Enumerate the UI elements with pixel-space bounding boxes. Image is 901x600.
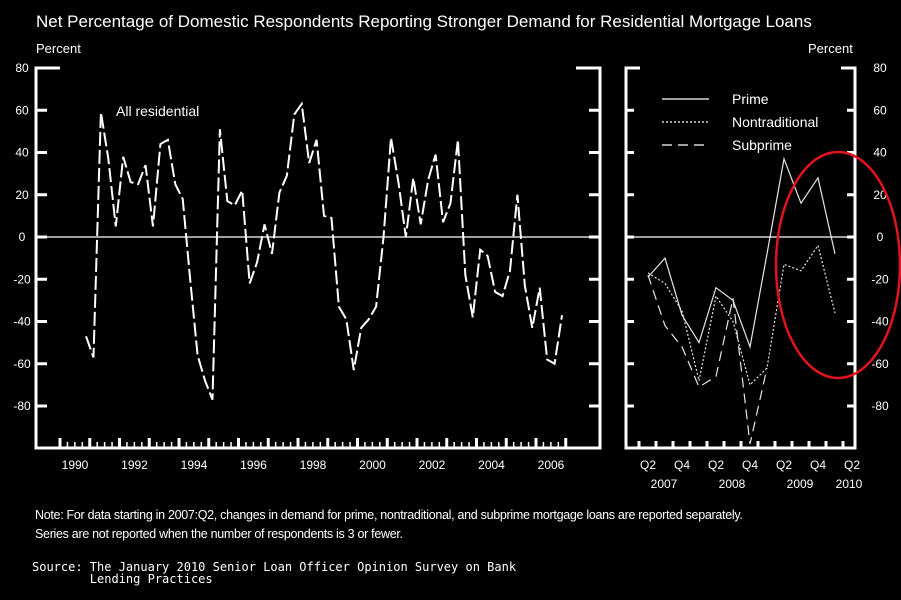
- right-x-quarter-label: Q4: [742, 458, 758, 472]
- left-y-tick-label: -20: [13, 272, 31, 286]
- right-panel: 80 60 40 20 0 -20 -40 -60 -80 Q2 Q4 Q2 Q4 Q2 Q4 Q2 2007 2…: [624, 61, 901, 491]
- series-line-nontraditional: [647, 243, 836, 387]
- y-axis-unit-right: Percent: [808, 41, 853, 56]
- chart-title: Net Percentage of Domestic Respondents R…: [36, 12, 812, 31]
- series-line-all-residential: [85, 101, 564, 401]
- right-y-tick-label: -80: [871, 399, 889, 413]
- series-line-subprime: [647, 274, 768, 445]
- left-y-tick-label: 60: [15, 103, 29, 117]
- left-x-tick-label: 1998: [300, 458, 327, 472]
- legend-label-prime: Prime: [732, 91, 769, 107]
- left-x-tick-label: 1990: [62, 458, 89, 472]
- left-y-tick-label: -60: [13, 357, 31, 371]
- left-x-tick-label: 2002: [419, 458, 446, 472]
- left-y-tick-label: 0: [19, 230, 26, 244]
- right-x-year-label: 2010: [836, 477, 863, 491]
- left-x-tick-label: 1994: [181, 458, 208, 472]
- left-y-tick-label: 40: [15, 146, 29, 160]
- source-line-1: Source: The January 2010 Senior Loan Off…: [32, 560, 517, 574]
- right-y-tick-label: -20: [871, 272, 889, 286]
- right-y-tick-label: -40: [871, 315, 889, 329]
- left-y-tick-label: 20: [15, 188, 29, 202]
- right-x-quarter-label: Q4: [674, 458, 690, 472]
- right-y-tick-label: 60: [873, 103, 887, 117]
- right-y-tick-label: 0: [877, 230, 884, 244]
- left-x-tick-label: 2000: [359, 458, 386, 472]
- note-line-2: Series are not reported when the number …: [35, 527, 403, 541]
- legend-label-nontraditional: Nontraditional: [732, 114, 818, 130]
- highlight-ellipse: [774, 150, 901, 380]
- left-x-tick-label: 1992: [121, 458, 148, 472]
- right-x-year-label: 2009: [787, 477, 814, 491]
- right-y-tick-label: 80: [873, 61, 887, 75]
- left-y-tick-label: -40: [13, 315, 31, 329]
- legend-label-subprime: Subprime: [732, 137, 792, 153]
- chart-note: Note: For data starting in 2007:Q2, chan…: [35, 506, 743, 544]
- right-x-year-label: 2008: [719, 477, 746, 491]
- annotation-all-residential: All residential: [116, 103, 199, 119]
- right-x-quarter-label: Q2: [776, 458, 792, 472]
- series-line-prime: [647, 156, 836, 350]
- left-y-tick-label: -80: [13, 399, 31, 413]
- source-text: Source: The January 2010 Senior Loan Off…: [32, 561, 516, 585]
- note-line-1: Note: For data starting in 2007:Q2, chan…: [35, 508, 743, 522]
- left-y-tick-label: 80: [15, 61, 29, 75]
- left-x-tick-label: 1996: [240, 458, 267, 472]
- left-x-tick-label: 2004: [478, 458, 505, 472]
- right-x-quarter-label: Q2: [640, 458, 656, 472]
- right-x-quarter-label: Q2: [844, 458, 860, 472]
- left-panel-frame: [34, 66, 602, 450]
- right-x-quarter-label: Q2: [708, 458, 724, 472]
- y-axis-unit-left: Percent: [36, 41, 81, 56]
- right-y-tick-label: 20: [873, 188, 887, 202]
- left-panel: 80 60 40 20 0 -20 -40 -60 -80 1990 1992 1994 1996 199…: [13, 61, 602, 472]
- right-x-quarter-label: Q4: [810, 458, 826, 472]
- right-y-tick-label: 40: [873, 146, 887, 160]
- source-line-2: Lending Practices: [32, 572, 213, 586]
- right-y-tick-label: -60: [871, 357, 889, 371]
- left-x-tick-label: 2006: [538, 458, 565, 472]
- right-x-year-label: 2007: [651, 477, 678, 491]
